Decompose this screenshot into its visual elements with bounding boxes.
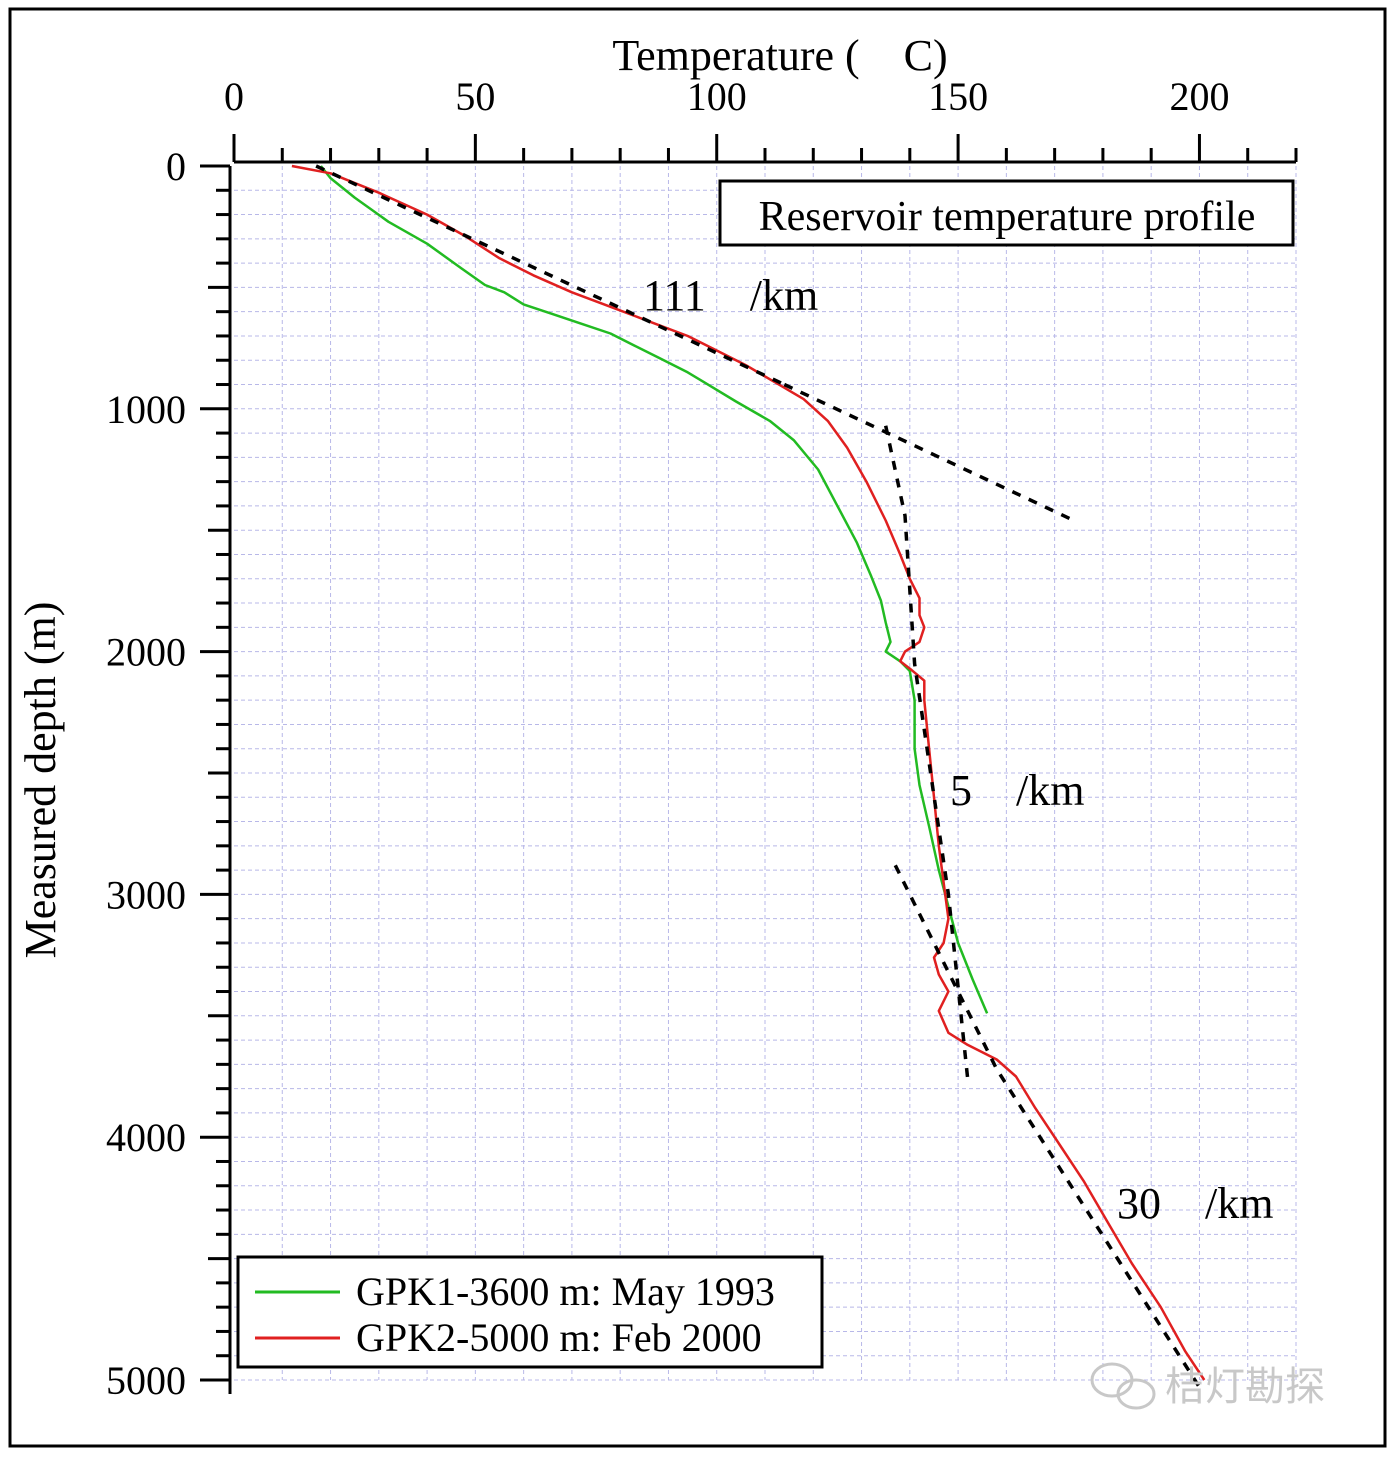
- chart-title-box: Reservoir temperature profile: [718, 179, 1295, 247]
- chart-title: Reservoir temperature profile: [759, 194, 1256, 240]
- y-tick-label: 1000: [106, 387, 186, 432]
- grid: [234, 166, 1297, 1381]
- gradient-trend-line-1: [315, 164, 786, 387]
- x-tick-label: 100: [687, 74, 747, 119]
- trend-lines: [315, 164, 1201, 1389]
- legend: GPK1-3600 m: May 1993 GPK2-5000 m: Feb 2…: [236, 1255, 824, 1369]
- x-axis-title: Temperature ( C): [612, 31, 947, 80]
- y-tick-label: 4000: [106, 1115, 186, 1160]
- x-tick-label: 150: [928, 74, 988, 119]
- wechat-icon: [1090, 1362, 1156, 1410]
- watermark: 桔灯勘探: [1090, 1362, 1325, 1410]
- gradient-annotation-111: 111 /km: [643, 271, 818, 320]
- gradient-trend-line-3: [883, 425, 970, 1080]
- gradient-annotation-5: 5 /km: [950, 766, 1084, 815]
- series-line-gpk1: [319, 165, 989, 1014]
- gradient-annotation-30: 30 /km: [1117, 1179, 1273, 1228]
- legend-label-gpk1: GPK1-3600 m: May 1993: [356, 1269, 775, 1314]
- y-tick-label: 0: [166, 144, 186, 189]
- legend-label-gpk2: GPK2-5000 m: Feb 2000: [356, 1315, 762, 1360]
- y-axis-title: Measured depth (m): [16, 602, 65, 959]
- figure-frame: [8, 7, 1387, 1448]
- x-tick-label: 200: [1169, 74, 1229, 119]
- watermark-text: 桔灯勘探: [1165, 1364, 1325, 1410]
- y-tick-label: 3000: [106, 872, 186, 917]
- x-tick-label: 50: [455, 74, 495, 119]
- gradient-trend-line-4: [893, 864, 1201, 1389]
- y-tick-label: 5000: [106, 1358, 186, 1403]
- x-tick-label: 0: [224, 74, 244, 119]
- y-tick-label: 2000: [106, 630, 186, 675]
